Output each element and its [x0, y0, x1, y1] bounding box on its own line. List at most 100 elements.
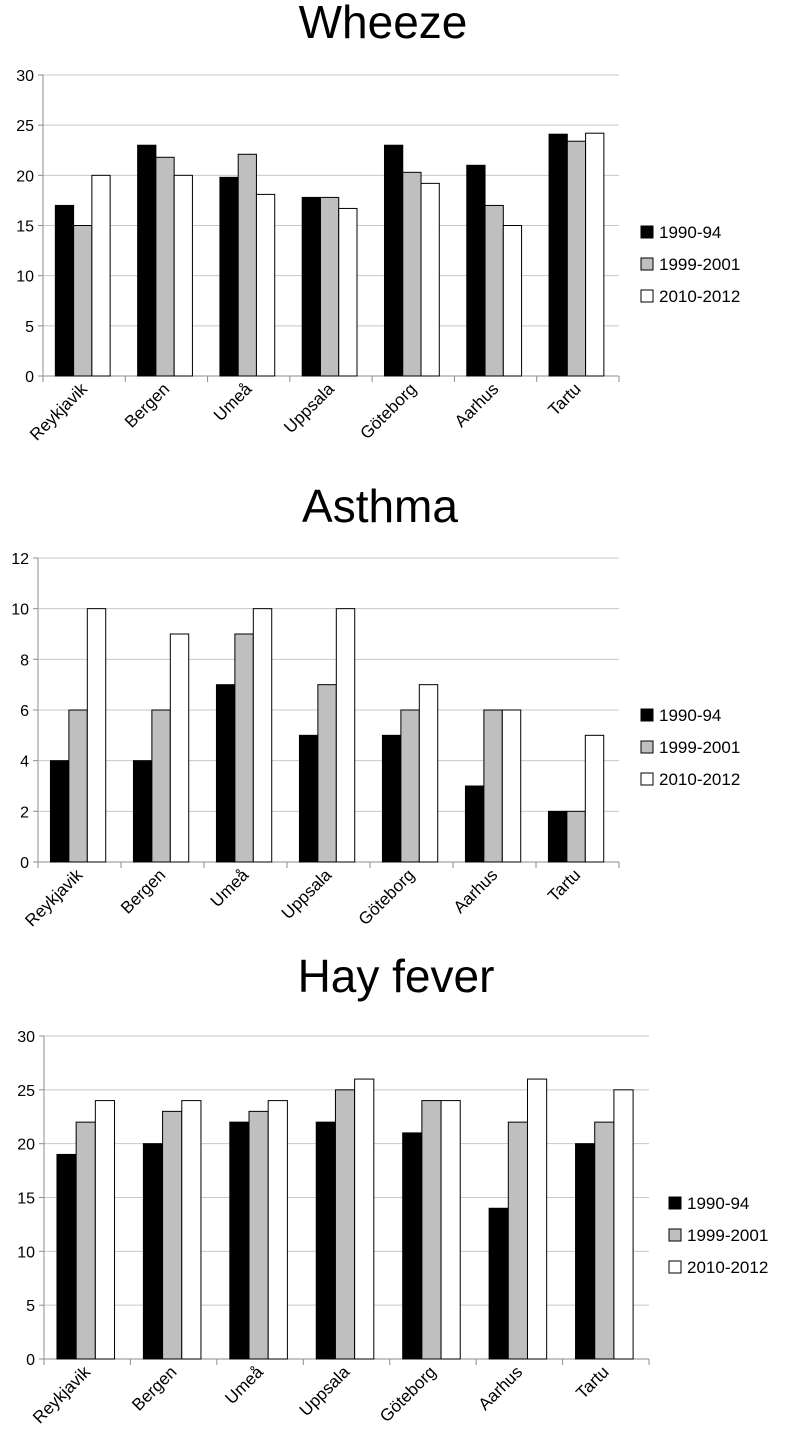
wheeze-bar-umea-2010-2012: [255, 193, 276, 377]
asthma-x-tick-label-umea: Umeå: [207, 865, 253, 911]
asthma-x-tick-label-reykjavik: Reykjavik: [21, 865, 86, 930]
hay-fever-x-tick-label-aarhus: Aarhus: [475, 1362, 527, 1414]
asthma-bar-umea-2010-2012: [252, 608, 273, 863]
wheeze-bar-bergen-1999-2001: [155, 156, 175, 377]
asthma-bar-bergen-2010-2012: [169, 633, 190, 863]
wheeze-bar-tartu-1990-94: [548, 133, 568, 377]
hay-fever-legend-label-2010-2012: 2010-2012: [687, 1258, 768, 1277]
hay-fever-bar-uppsala-1990-94: [315, 1121, 336, 1360]
asthma-legend-swatch-1990-94: [640, 708, 654, 722]
asthma-x-tick-label-goteborg: Göteborg: [355, 865, 419, 929]
asthma-y-tick-label: 2: [20, 804, 29, 821]
hay-fever-bar-goteborg-1999-2001: [421, 1100, 442, 1360]
hay-fever-bar-bergen-2010-2012: [181, 1100, 202, 1360]
wheeze-x-tick-label-goteborg: Göteborg: [357, 379, 421, 443]
hay-fever-bar-aarhus-1999-2001: [507, 1121, 528, 1360]
wheeze-chart-title: Wheeze: [299, 0, 468, 48]
hay-fever-bar-tartu-2010-2012: [613, 1089, 634, 1360]
hay-fever-legend-swatch-1999-2001: [668, 1228, 682, 1242]
asthma-legend-swatch-2010-2012: [640, 772, 654, 786]
wheeze-bar-umea-1990-94: [219, 176, 239, 377]
wheeze-bar-uppsala-1990-94: [301, 196, 321, 377]
asthma-bar-umea-1999-2001: [234, 633, 254, 863]
wheeze-legend-swatch-2010-2012: [640, 289, 654, 303]
hay-fever-bar-uppsala-1999-2001: [334, 1089, 356, 1360]
wheeze-y-tick-label: 15: [16, 219, 34, 236]
asthma-chart-title: Asthma: [302, 480, 458, 532]
wheeze-legend-label-1990-94: 1990-94: [659, 223, 721, 242]
hay-fever-bar-umea-1990-94: [229, 1121, 250, 1360]
asthma-bar-uppsala-2010-2012: [335, 608, 356, 863]
wheeze-bar-reykjavik-1999-2001: [73, 225, 93, 377]
wheeze-legend-swatch-1990-94: [640, 225, 654, 239]
wheeze-bar-goteborg-2010-2012: [420, 182, 440, 377]
asthma-bar-aarhus-1999-2001: [483, 709, 503, 863]
wheeze-y-tick-label: 25: [16, 118, 34, 135]
hay-fever-legend-swatch-2010-2012: [668, 1260, 682, 1274]
hay-fever-legend-swatch-1990-94: [668, 1196, 682, 1210]
wheeze-x-tick-label-bergen: Bergen: [121, 379, 173, 431]
wheeze-bar-goteborg-1999-2001: [402, 171, 422, 377]
asthma-y-tick-label: 12: [11, 551, 29, 568]
wheeze-legend-label-1999-2001: 1999-2001: [659, 255, 740, 274]
hay-fever-x-tick-label-tartu: Tartu: [572, 1362, 612, 1402]
wheeze-y-tick-label: 30: [16, 68, 34, 85]
hay-fever-y-tick-label: 5: [26, 1298, 35, 1315]
asthma-bar-aarhus-1990-94: [464, 785, 485, 863]
asthma-y-tick-label: 6: [20, 703, 29, 720]
wheeze-bar-umea-1999-2001: [237, 153, 257, 377]
hay-fever-y-tick-label: 25: [17, 1083, 35, 1100]
asthma-y-tick-label: 10: [11, 602, 29, 619]
hay-fever-x-tick-label-bergen: Bergen: [128, 1362, 180, 1414]
asthma-bar-reykjavik-1999-2001: [68, 709, 88, 863]
wheeze-bar-uppsala-1999-2001: [319, 196, 340, 377]
asthma-bar-bergen-1990-94: [132, 760, 153, 863]
asthma-x-tick-label-aarhus: Aarhus: [450, 865, 502, 917]
wheeze-bar-reykjavik-1990-94: [54, 204, 75, 377]
asthma-bar-goteborg-1990-94: [381, 734, 402, 863]
hay-fever-bar-goteborg-2010-2012: [440, 1100, 461, 1360]
hay-fever-y-tick-label: 0: [26, 1352, 35, 1369]
wheeze-y-tick-label: 10: [16, 269, 34, 286]
asthma-x-tick-label-uppsala: Uppsala: [278, 865, 336, 923]
asthma-y-tick-label: 0: [20, 855, 29, 872]
asthma-legend-label-2010-2012: 2010-2012: [659, 770, 740, 789]
hay-fever-x-tick-label-uppsala: Uppsala: [296, 1362, 354, 1420]
hay-fever-bar-bergen-1990-94: [142, 1143, 164, 1360]
asthma-bar-tartu-2010-2012: [584, 734, 605, 863]
hay-fever-bar-aarhus-1990-94: [488, 1207, 509, 1360]
hay-fever-x-tick-label-goteborg: Göteborg: [376, 1362, 440, 1426]
hay-fever-bar-reykjavik-1999-2001: [75, 1121, 96, 1360]
wheeze-y-tick-label: 20: [16, 168, 34, 185]
asthma-bar-tartu-1990-94: [547, 810, 568, 863]
hay-fever-bar-umea-1999-2001: [248, 1110, 269, 1360]
hay-fever-bar-uppsala-2010-2012: [354, 1078, 375, 1360]
wheeze-bar-aarhus-2010-2012: [502, 225, 523, 377]
hay-fever-x-tick-label-reykjavik: Reykjavik: [29, 1362, 94, 1427]
hay-fever-bar-bergen-1999-2001: [162, 1110, 183, 1360]
asthma-x-tick-label-bergen: Bergen: [117, 865, 169, 917]
hay-fever-bar-tartu-1990-94: [575, 1143, 596, 1360]
hay-fever-legend-label-1999-2001: 1999-2001: [687, 1226, 768, 1245]
wheeze-bar-aarhus-1990-94: [466, 164, 486, 377]
wheeze-bar-goteborg-1990-94: [383, 144, 404, 377]
asthma-bar-tartu-1999-2001: [566, 810, 586, 863]
wheeze-bar-tartu-1999-2001: [566, 140, 587, 377]
hay-fever-y-tick-label: 30: [17, 1029, 35, 1046]
asthma-legend-label-1999-2001: 1999-2001: [659, 738, 740, 757]
wheeze-x-tick-label-uppsala: Uppsala: [280, 379, 338, 437]
asthma-chart: Asthma 0 2 4 6 8 10 12 Reykjavik Bergen Umeå Uppsal…: [11, 480, 740, 930]
hay-fever-chart: Hay fever 0 5 10 15 20 25 30 Reykjavik Bergen Umeå…: [17, 950, 768, 1427]
wheeze-legend-label-2010-2012: 2010-2012: [659, 287, 740, 306]
asthma-bar-reykjavik-1990-94: [49, 760, 70, 863]
wheeze-y-tick-label: 5: [25, 319, 34, 336]
wheeze-bar-tartu-2010-2012: [585, 132, 605, 377]
hay-fever-x-tick-label-umea: Umeå: [221, 1362, 267, 1408]
hay-fever-bar-tartu-1999-2001: [594, 1121, 615, 1360]
asthma-bar-aarhus-2010-2012: [501, 709, 522, 863]
wheeze-x-tick-label-umea: Umeå: [210, 379, 256, 425]
asthma-bar-uppsala-1990-94: [298, 734, 319, 863]
asthma-bar-bergen-1999-2001: [151, 709, 171, 863]
hay-fever-bar-reykjavik-2010-2012: [94, 1100, 116, 1360]
asthma-bar-umea-1990-94: [215, 684, 236, 863]
